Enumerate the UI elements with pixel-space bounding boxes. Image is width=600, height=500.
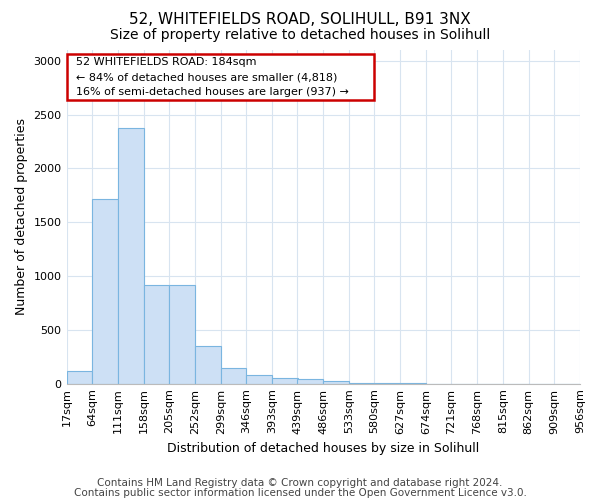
Text: Size of property relative to detached houses in Solihull: Size of property relative to detached ho… bbox=[110, 28, 490, 42]
Bar bbox=[67, 372, 92, 384]
Text: Contains public sector information licensed under the Open Government Licence v3: Contains public sector information licen… bbox=[74, 488, 526, 498]
FancyBboxPatch shape bbox=[67, 54, 374, 100]
Bar bbox=[143, 284, 169, 384]
Bar bbox=[92, 198, 118, 384]
Bar bbox=[272, 378, 298, 384]
Bar bbox=[374, 383, 400, 384]
Bar bbox=[118, 128, 143, 384]
Bar bbox=[349, 383, 374, 384]
Bar bbox=[221, 368, 247, 384]
Bar bbox=[400, 383, 426, 384]
Bar bbox=[169, 284, 195, 384]
Text: 52 WHITEFIELDS ROAD: 184sqm
  ← 84% of detached houses are smaller (4,818)
  16%: 52 WHITEFIELDS ROAD: 184sqm ← 84% of det… bbox=[69, 58, 349, 97]
Bar bbox=[195, 346, 221, 384]
Bar bbox=[323, 381, 349, 384]
Text: 52, WHITEFIELDS ROAD, SOLIHULL, B91 3NX: 52, WHITEFIELDS ROAD, SOLIHULL, B91 3NX bbox=[129, 12, 471, 28]
X-axis label: Distribution of detached houses by size in Solihull: Distribution of detached houses by size … bbox=[167, 442, 479, 455]
Bar bbox=[297, 380, 323, 384]
Y-axis label: Number of detached properties: Number of detached properties bbox=[15, 118, 28, 316]
Bar bbox=[247, 375, 272, 384]
Text: Contains HM Land Registry data © Crown copyright and database right 2024.: Contains HM Land Registry data © Crown c… bbox=[97, 478, 503, 488]
